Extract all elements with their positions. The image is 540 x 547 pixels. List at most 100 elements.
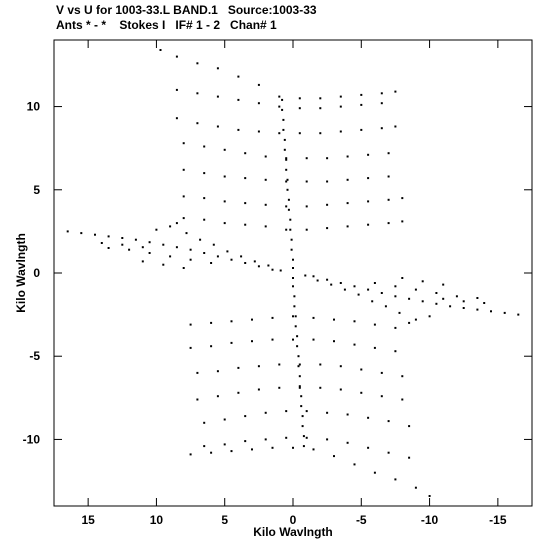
uv-point <box>312 448 315 451</box>
uv-point <box>279 269 282 272</box>
uv-point <box>297 365 300 368</box>
uv-point <box>162 243 165 246</box>
uv-point <box>373 282 376 284</box>
uv-point <box>141 260 144 263</box>
uv-point <box>305 436 308 439</box>
uv-point <box>210 262 213 264</box>
uv-point <box>326 438 329 441</box>
uv-point <box>401 220 404 223</box>
uv-point <box>360 391 363 394</box>
uv-point <box>326 180 329 183</box>
uv-point <box>278 363 281 366</box>
uv-point <box>414 486 417 489</box>
uv-point <box>333 455 335 458</box>
uv-point <box>367 223 370 226</box>
uv-point <box>203 218 206 221</box>
uv-point <box>298 375 301 378</box>
uv-point <box>257 83 260 86</box>
uv-point <box>302 445 305 448</box>
uv-point <box>373 346 376 349</box>
uv-point <box>100 242 103 244</box>
uv-point <box>305 157 308 160</box>
uv-point <box>380 92 383 95</box>
uv-point <box>237 366 240 369</box>
uv-point <box>517 313 520 316</box>
uv-point <box>298 107 301 110</box>
uv-point <box>296 345 299 348</box>
x-axis-label: Kilo Wavlngth <box>253 525 333 539</box>
chart-title: V vs U for 1003-33.L BAND.1 Source:1003-… <box>56 3 317 17</box>
uv-point <box>380 292 383 294</box>
uv-point <box>271 338 274 341</box>
uv-point <box>251 448 253 451</box>
uv-point <box>292 315 294 318</box>
uv-point <box>285 436 288 439</box>
uv-point <box>278 386 281 389</box>
uv-point <box>287 198 290 201</box>
uv-point <box>333 340 335 343</box>
uv-point <box>316 279 319 282</box>
y-tick-label: 5 <box>33 183 40 197</box>
uv-point <box>203 421 206 424</box>
y-tick-label: 10 <box>27 100 41 114</box>
y-tick-label: -5 <box>29 349 40 363</box>
uv-point <box>300 395 303 398</box>
uv-point <box>189 248 192 251</box>
uv-point <box>312 338 315 341</box>
uv-point <box>298 132 301 135</box>
uv-point <box>367 446 370 449</box>
uv-point <box>380 102 383 105</box>
uv-point <box>301 415 304 418</box>
uv-point <box>319 132 322 135</box>
uv-point <box>387 152 390 155</box>
uv-point <box>175 117 178 120</box>
uv-point <box>210 451 213 454</box>
plot-frame <box>53 39 533 507</box>
uv-point <box>401 277 404 279</box>
uv-point <box>121 243 124 246</box>
uv-point <box>285 157 288 160</box>
uv-point <box>244 152 247 155</box>
uv-point <box>212 243 215 246</box>
uv-point <box>230 341 233 344</box>
uv-point <box>189 258 192 261</box>
x-tick-label: 5 <box>221 513 228 527</box>
uv-point <box>278 95 281 98</box>
uv-point <box>244 223 247 226</box>
uv-point <box>305 228 308 231</box>
x-tick-label: -15 <box>489 513 507 527</box>
x-tick-label: 0 <box>290 513 297 527</box>
x-tick-label: -5 <box>356 513 367 527</box>
uv-point <box>196 122 199 125</box>
uv-point <box>305 410 308 413</box>
uv-point <box>292 446 294 449</box>
uv-point <box>264 203 267 206</box>
uv-point <box>278 132 281 135</box>
uv-point <box>278 105 281 108</box>
uv-point <box>346 441 349 444</box>
uv-point <box>414 288 417 291</box>
uv-point <box>428 495 431 497</box>
uv-point <box>264 178 267 181</box>
uv-point <box>216 370 219 373</box>
uv-point <box>367 288 370 291</box>
uv-point <box>210 345 213 348</box>
uv-point <box>189 453 192 456</box>
uv-point <box>353 463 356 466</box>
uv-point <box>282 128 285 131</box>
uv-point <box>435 302 438 305</box>
uv-point <box>244 202 247 205</box>
y-tick-label: -10 <box>23 432 41 446</box>
uv-point <box>373 471 376 474</box>
y-axis-label: Kilo Wavlngth <box>14 233 28 313</box>
uv-point <box>394 295 397 298</box>
uv-point <box>281 98 284 101</box>
uv-point <box>326 278 329 281</box>
uv-point <box>305 205 308 208</box>
uv-point <box>289 228 292 231</box>
uv-point <box>414 318 417 321</box>
uv-point <box>251 318 253 321</box>
uv-point <box>148 241 151 244</box>
uv-point <box>240 255 243 258</box>
uv-point <box>296 335 299 338</box>
